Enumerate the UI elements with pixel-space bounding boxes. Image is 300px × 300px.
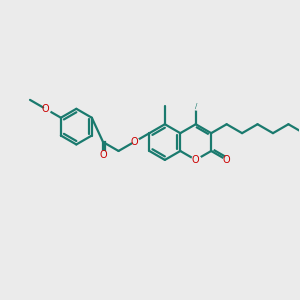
- Text: O: O: [42, 104, 49, 114]
- Text: O: O: [223, 155, 230, 165]
- Text: O: O: [130, 137, 138, 147]
- Text: O: O: [99, 150, 107, 160]
- Text: /: /: [195, 103, 197, 109]
- Text: O: O: [192, 155, 200, 165]
